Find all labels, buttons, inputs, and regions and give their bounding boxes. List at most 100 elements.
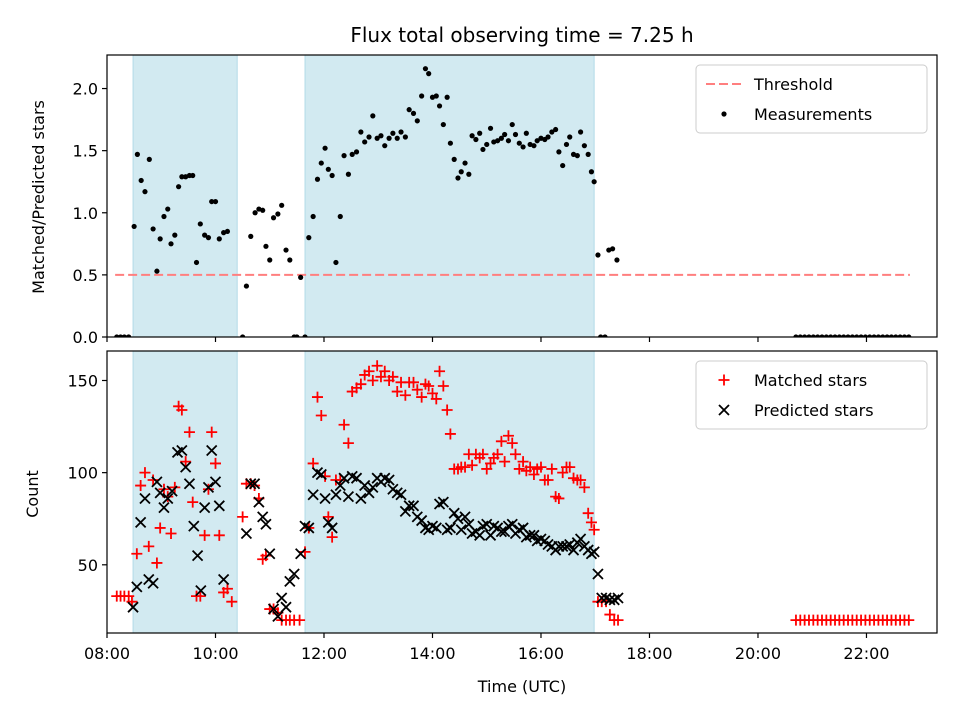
predicted-stars-point-75 [444, 522, 457, 534]
predicted-stars-point-31 [267, 603, 280, 615]
measurements-point-97 [498, 135, 504, 141]
predicted-stars-point-34 [280, 601, 292, 613]
matched-stars-point-53 [326, 531, 338, 543]
matched-stars-point-11 [154, 522, 166, 534]
x-tick-label-4: 16:00 [518, 644, 564, 663]
predicted-stars-point-67 [416, 514, 428, 527]
predicted-stars-point-107 [560, 540, 573, 553]
measurements-point-129 [614, 257, 620, 263]
predicted-stars-point-25 [245, 478, 257, 490]
predicted-stars-point-20 [206, 444, 218, 457]
x-tick-label-3: 14:00 [409, 644, 455, 663]
measurements-point-65 [378, 133, 384, 139]
predicted-stars-point-9 [162, 492, 174, 505]
matched-stars-point-103 [517, 456, 529, 468]
predicted-stars-point-83 [474, 529, 486, 541]
measurements-point-59 [353, 149, 360, 155]
measurements-point-8 [146, 156, 152, 162]
matched-stars-point-99 [502, 430, 514, 442]
measurements-point-118 [574, 153, 580, 159]
measurements-point-15 [172, 232, 178, 238]
predicted-stars-point-27 [253, 496, 265, 508]
predicted-stars-point-71 [430, 522, 442, 534]
measurements-point-110 [545, 134, 551, 140]
matched-stars-point-23 [199, 529, 211, 541]
matched-stars-point-93 [481, 463, 493, 475]
matched-stars-point-83 [444, 428, 456, 440]
measurements-point-106 [531, 143, 537, 149]
x-tick-label-0: 08:00 [84, 644, 130, 663]
measurements-point-152 [888, 334, 895, 337]
matched-stars-point-62 [363, 365, 375, 377]
predicted-stars-point-47 [334, 479, 346, 492]
predicted-stars-point-62 [395, 489, 407, 501]
predicted-stars-point-21 [209, 476, 222, 488]
top-y-tick-label-1: 0.5 [73, 266, 98, 285]
measurements-point-73 [410, 110, 417, 116]
top-legend-marker-1 [721, 111, 727, 117]
measurements-point-133 [806, 334, 812, 337]
measurements-point-149 [875, 334, 882, 337]
predicted-stars-point-46 [330, 489, 342, 501]
predicted-stars-point-79 [459, 511, 471, 523]
measurements-point-70 [398, 129, 404, 135]
predicted-stars-point-65 [407, 500, 420, 512]
measurements-point-147 [867, 334, 873, 337]
measurements-point-94 [487, 125, 494, 131]
predicted-stars-point-52 [355, 492, 367, 505]
x-tick-label-5: 18:00 [626, 644, 672, 663]
measurements-point-33 [252, 210, 258, 216]
measurements-point-56 [341, 153, 347, 159]
measurements-point-142 [845, 334, 851, 337]
measurements-point-115 [563, 141, 570, 148]
measurements-point-145 [858, 334, 864, 337]
measurements-point-146 [862, 334, 868, 337]
predicted-stars-point-92 [506, 518, 518, 530]
predicted-stars-point-32 [272, 610, 284, 623]
matched-stars-point-81 [437, 380, 449, 392]
predicted-stars-point-42 [315, 468, 327, 481]
matched-stars-point-6 [135, 480, 147, 492]
matched-stars-point-96 [492, 448, 504, 460]
measurements-point-14 [168, 241, 174, 247]
chart-title: Flux total observing time = 7.25 h [350, 23, 693, 47]
matched-stars-point-119 [575, 474, 587, 486]
measurements-point-77 [426, 71, 432, 77]
predicted-stars-point-106 [557, 540, 569, 553]
top-y-tick-label-3: 1.5 [73, 142, 98, 161]
matched-stars-point-64 [371, 360, 383, 372]
matched-stars-point-127 [604, 609, 616, 621]
measurements-point-84 [451, 156, 457, 162]
bottom-y-tick-label-2: 150 [67, 371, 98, 390]
predicted-stars-point-115 [588, 546, 600, 558]
matched-stars-point-31 [237, 511, 249, 523]
measurements-point-53 [329, 172, 335, 179]
measurements-point-107 [534, 138, 540, 144]
predicted-stars-point-26 [248, 478, 261, 490]
measurements-point-111 [549, 129, 555, 135]
predicted-stars-point-1 [131, 581, 143, 593]
matched-stars-point-10 [151, 557, 163, 569]
bottom-y-tick-label-0: 50 [78, 556, 98, 575]
measurements-point-101 [512, 131, 519, 138]
matched-stars-point-102 [513, 463, 525, 475]
measurements-point-99 [505, 138, 512, 144]
top-legend: Threshold Measurements [695, 64, 928, 134]
matched-stars-point-105 [524, 461, 536, 473]
matched-stars-point-66 [379, 365, 391, 377]
measurements-point-136 [819, 334, 825, 337]
measurements-point-25 [209, 198, 215, 205]
matched-stars-point-116 [564, 461, 576, 473]
measurements-point-31 [243, 283, 250, 289]
predicted-stars-point-2 [134, 516, 147, 529]
matched-stars-point-25 [206, 426, 218, 438]
matched-stars-point-20 [187, 496, 199, 508]
measurements-point-138 [828, 334, 834, 337]
measurements-point-153 [893, 334, 899, 337]
measurements-point-104 [523, 130, 529, 136]
measurements-point-41 [283, 247, 289, 253]
matched-stars-point-57 [342, 437, 354, 449]
predicted-stars-point-14 [183, 478, 196, 490]
predicted-stars-point-10 [166, 485, 178, 497]
predicted-stars-point-19 [202, 481, 215, 494]
